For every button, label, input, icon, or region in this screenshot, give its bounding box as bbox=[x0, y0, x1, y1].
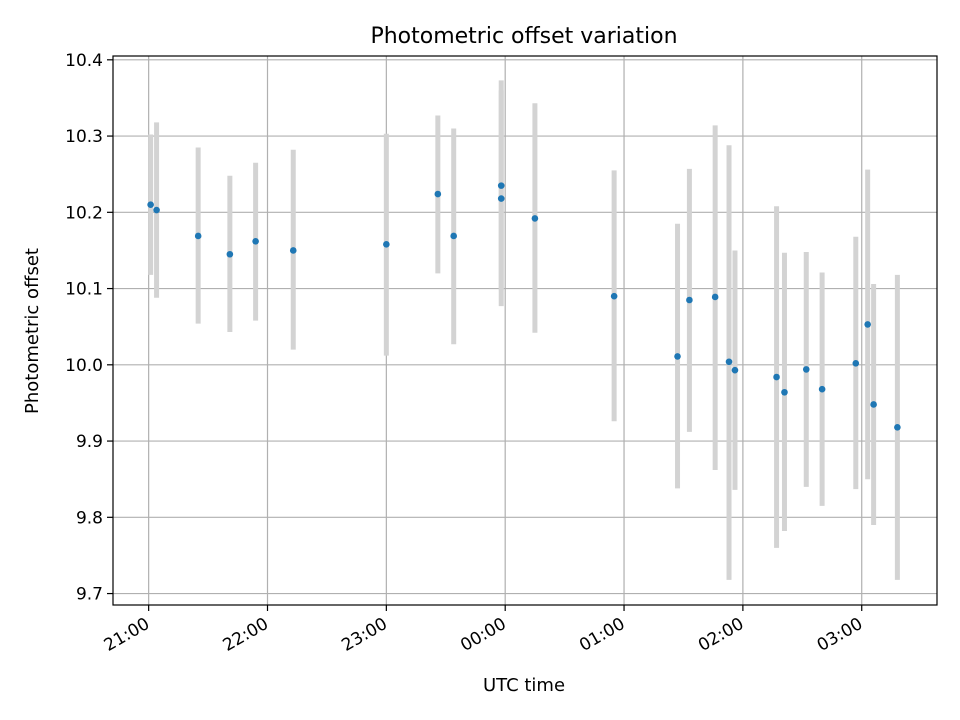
y-tick-label: 9.7 bbox=[76, 585, 103, 605]
data-point bbox=[725, 358, 733, 366]
data-point bbox=[852, 359, 860, 367]
data-point bbox=[818, 385, 826, 393]
y-axis-ticks: 9.7 9.8 9.9 10.0 10.1 10.2 10.3 10.4 bbox=[65, 51, 113, 605]
data-point bbox=[497, 182, 505, 189]
data-point bbox=[226, 250, 234, 258]
y-tick-label: 10.3 bbox=[65, 127, 103, 147]
data-point bbox=[686, 296, 693, 304]
data-point bbox=[147, 201, 154, 208]
chart-title: Photometric offset variation bbox=[370, 24, 677, 49]
y-tick-label: 10.2 bbox=[65, 203, 103, 223]
data-point bbox=[674, 353, 681, 360]
data-point bbox=[864, 321, 871, 328]
data-point bbox=[870, 401, 877, 408]
data-point bbox=[383, 241, 390, 248]
y-tick-label: 10.0 bbox=[65, 356, 103, 376]
data-point bbox=[802, 366, 810, 373]
data-point bbox=[531, 215, 539, 222]
data-point bbox=[434, 190, 442, 198]
data-point bbox=[781, 388, 788, 396]
y-tick-label: 10.1 bbox=[65, 280, 103, 300]
data-point bbox=[497, 195, 505, 202]
data-point bbox=[450, 232, 457, 240]
data-point bbox=[289, 247, 297, 254]
plot-frame bbox=[112, 55, 938, 606]
data-points bbox=[147, 182, 901, 431]
data-point bbox=[711, 293, 719, 301]
data-point bbox=[610, 292, 618, 300]
data-point bbox=[194, 232, 202, 240]
y-tick-label: 9.8 bbox=[76, 508, 103, 528]
y-tick-label: 10.4 bbox=[65, 51, 103, 71]
data-point bbox=[773, 373, 780, 381]
x-axis-label: UTC time bbox=[483, 675, 565, 696]
data-point bbox=[894, 424, 901, 431]
data-point bbox=[731, 366, 739, 374]
data-point bbox=[252, 237, 259, 245]
y-axis-label: Photometric offset bbox=[22, 248, 43, 414]
y-tick-label: 9.9 bbox=[76, 432, 103, 452]
data-point bbox=[153, 206, 160, 214]
grid bbox=[113, 56, 937, 605]
